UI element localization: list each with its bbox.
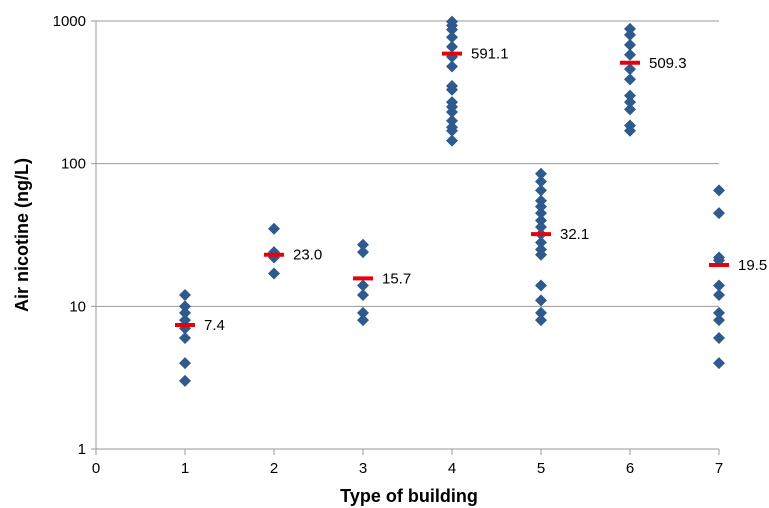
data-point [357,238,369,251]
data-marks: 7.4 23.0 15.7 591.1 32.1 509.3 19.5 [175,15,767,387]
data-point [624,63,636,76]
data-point [446,106,458,119]
data-point [624,28,636,41]
data-point [446,124,458,137]
x-tick-label: 7 [715,460,723,477]
data-point [446,114,458,127]
data-point [179,331,191,344]
data-point [535,314,547,327]
data-point [624,124,636,137]
data-point [268,222,280,235]
data-point [446,134,458,147]
data-point [179,289,191,302]
data-point [535,236,547,249]
data-point [624,96,636,109]
data-point [357,289,369,302]
mean-label: 591.1 [471,46,509,63]
mean-label: 7.4 [204,317,225,334]
mean-label: 15.7 [382,270,411,287]
x-tick-label: 1 [181,460,189,477]
data-point [179,357,191,370]
y-axis-title: Air nicotine (ng/L) [12,158,32,312]
data-point [535,306,547,319]
x-tick-label: 5 [537,460,545,477]
data-point [446,23,458,36]
mean-label: 23.0 [293,247,322,264]
mean-label: 19.5 [738,257,767,274]
data-point [535,167,547,180]
data-point [179,306,191,319]
gridlines [96,20,719,307]
x-tick-label: 3 [359,460,367,477]
y-tick-label: 10 [69,298,86,315]
data-point [624,103,636,116]
y-tick-label: 1000 [53,13,86,30]
x-tick-label: 2 [270,460,278,477]
data-point [446,60,458,73]
mean-label: 509.3 [649,55,687,72]
data-point [179,374,191,387]
data-point [535,279,547,292]
x-tick-label: 4 [448,460,456,477]
mean-label: 32.1 [560,226,589,243]
data-point [446,40,458,53]
x-tick-label: 0 [92,460,100,477]
data-point [713,279,725,292]
data-point [713,357,725,370]
y-tick-label: 1 [78,441,86,458]
data-point [713,207,725,220]
data-point [535,184,547,197]
data-point [535,294,547,307]
data-point [357,246,369,259]
y-tick-label: 100 [61,156,86,173]
data-point [357,306,369,319]
data-point [535,175,547,188]
data-point [535,248,547,261]
data-point [446,83,458,96]
x-tick-label: 6 [626,460,634,477]
data-point [446,31,458,44]
data-point [357,314,369,327]
data-point [268,267,280,280]
data-point [624,48,636,61]
data-point [535,214,547,227]
data-point [713,184,725,197]
data-point [713,314,725,327]
data-point [624,73,636,86]
data-point [535,207,547,220]
data-point [624,89,636,102]
data-point [535,220,547,233]
data-point [624,38,636,51]
data-point [357,279,369,292]
data-point [713,306,725,319]
data-point [179,300,191,313]
x-axis-title: Type of building [340,486,478,506]
data-point [713,289,725,302]
data-point [535,200,547,213]
data-point [713,331,725,344]
